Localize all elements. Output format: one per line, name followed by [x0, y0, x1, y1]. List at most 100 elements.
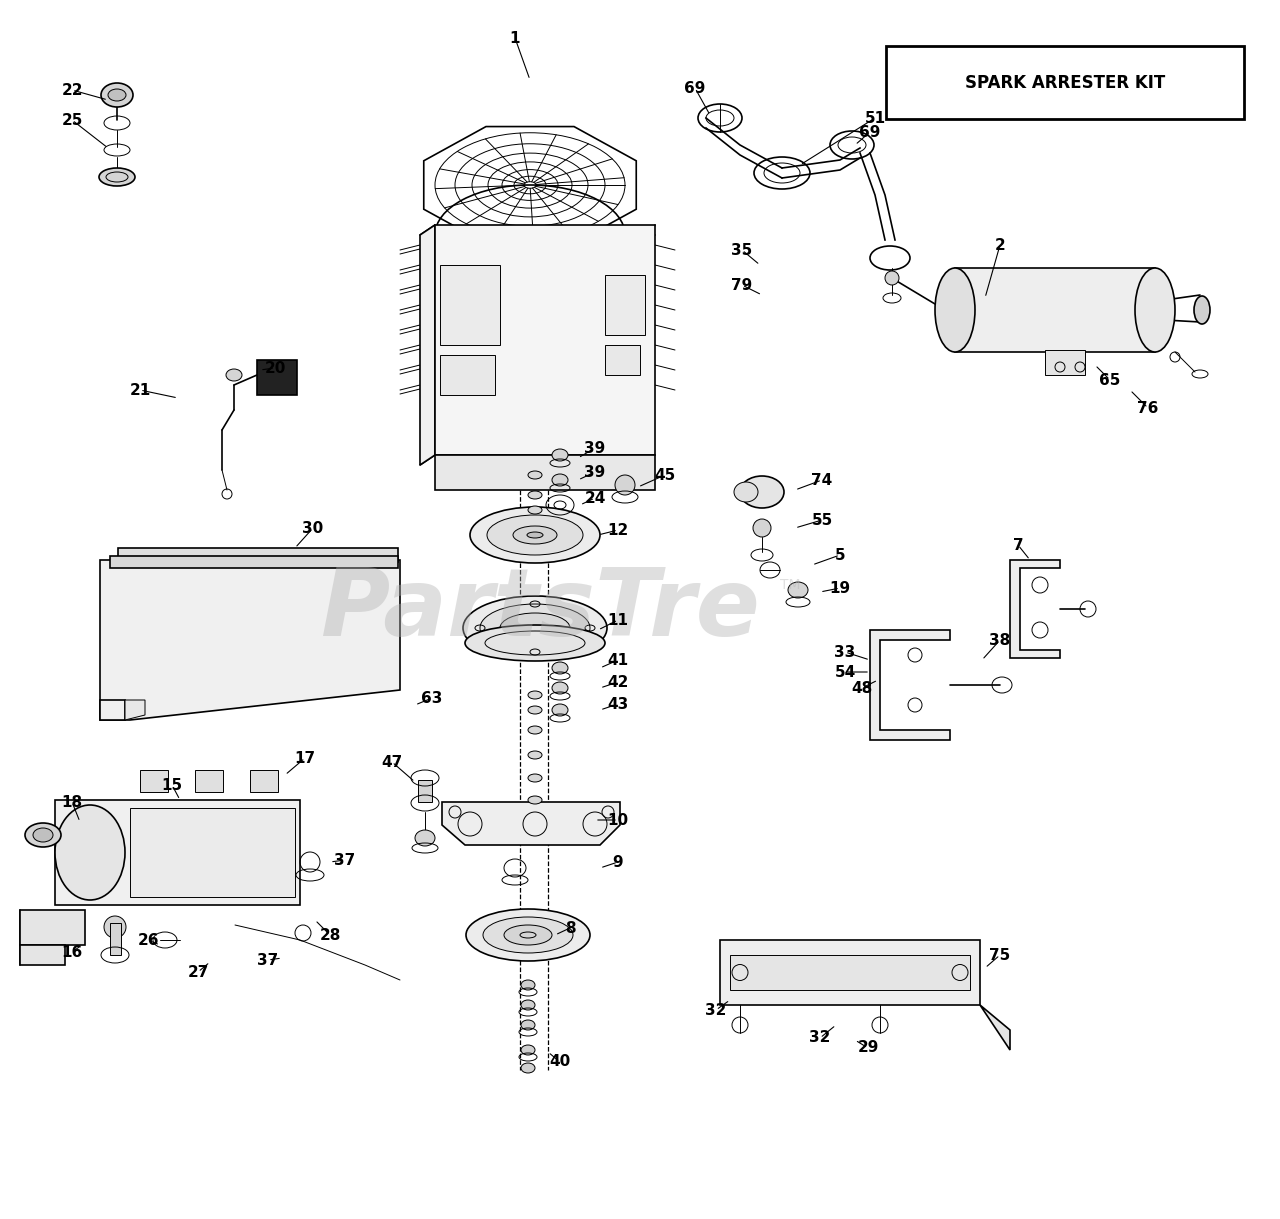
Ellipse shape: [884, 271, 899, 285]
Ellipse shape: [465, 625, 605, 661]
Ellipse shape: [521, 980, 535, 990]
Polygon shape: [721, 940, 980, 1004]
Polygon shape: [435, 226, 655, 455]
Text: 9: 9: [613, 855, 623, 869]
Text: 18: 18: [61, 795, 83, 809]
Polygon shape: [20, 945, 65, 965]
Ellipse shape: [415, 830, 435, 846]
Ellipse shape: [529, 751, 541, 759]
Bar: [605, 275, 645, 335]
Ellipse shape: [55, 805, 125, 900]
Bar: [435, 455, 655, 490]
Bar: [730, 954, 970, 990]
Text: 79: 79: [731, 278, 753, 293]
Polygon shape: [55, 800, 300, 904]
Ellipse shape: [470, 507, 600, 563]
Polygon shape: [125, 700, 145, 720]
Bar: [440, 355, 495, 395]
Text: 24: 24: [584, 490, 605, 506]
Ellipse shape: [227, 369, 242, 382]
Polygon shape: [442, 802, 620, 845]
Text: 76: 76: [1138, 401, 1158, 416]
Ellipse shape: [101, 83, 133, 107]
Ellipse shape: [1135, 268, 1175, 352]
Text: 55: 55: [812, 512, 832, 528]
Text: 8: 8: [564, 920, 575, 935]
Text: 16: 16: [61, 945, 83, 959]
Polygon shape: [870, 630, 950, 740]
Ellipse shape: [466, 909, 590, 961]
Text: 32: 32: [809, 1030, 831, 1046]
Ellipse shape: [480, 603, 590, 652]
Text: 65: 65: [1100, 373, 1121, 388]
Text: 28: 28: [319, 928, 340, 942]
Text: 12: 12: [608, 523, 628, 538]
Text: 35: 35: [731, 243, 753, 257]
Text: 69: 69: [685, 80, 705, 95]
Ellipse shape: [753, 519, 771, 538]
Ellipse shape: [108, 89, 125, 101]
Text: 32: 32: [705, 1002, 727, 1018]
Ellipse shape: [552, 474, 568, 486]
Bar: [250, 770, 278, 792]
Text: 11: 11: [608, 612, 628, 628]
Text: 10: 10: [608, 813, 628, 828]
Text: 22: 22: [61, 83, 83, 98]
Text: 27: 27: [187, 964, 209, 980]
Ellipse shape: [26, 823, 61, 847]
Text: 7: 7: [1012, 538, 1023, 552]
Polygon shape: [20, 911, 84, 945]
Bar: [605, 345, 640, 375]
Text: 33: 33: [835, 645, 855, 659]
Ellipse shape: [529, 491, 541, 499]
Text: 42: 42: [607, 674, 628, 690]
Text: TM: TM: [780, 578, 800, 592]
Ellipse shape: [500, 613, 570, 642]
Text: 39: 39: [585, 464, 605, 479]
Text: 43: 43: [608, 696, 628, 712]
Ellipse shape: [614, 475, 635, 495]
Ellipse shape: [529, 691, 541, 698]
Polygon shape: [110, 556, 398, 568]
Text: 5: 5: [835, 547, 845, 562]
Ellipse shape: [1194, 296, 1210, 324]
Polygon shape: [420, 226, 435, 464]
Ellipse shape: [529, 471, 541, 479]
Ellipse shape: [463, 596, 607, 659]
Polygon shape: [100, 700, 125, 720]
Bar: [110, 923, 122, 954]
Bar: [419, 780, 433, 802]
Text: 2: 2: [995, 238, 1005, 252]
Ellipse shape: [552, 449, 568, 461]
Text: 48: 48: [851, 680, 873, 696]
Text: 37: 37: [257, 952, 279, 968]
Text: 25: 25: [61, 112, 83, 128]
Bar: [131, 808, 294, 897]
Ellipse shape: [521, 1063, 535, 1073]
Bar: [195, 770, 223, 792]
Ellipse shape: [529, 706, 541, 714]
Text: 1: 1: [509, 30, 520, 45]
Ellipse shape: [513, 527, 557, 544]
Text: 19: 19: [829, 580, 851, 596]
Text: 40: 40: [549, 1054, 571, 1069]
Bar: [1044, 350, 1085, 375]
Text: SPARK ARRESTER KIT: SPARK ARRESTER KIT: [965, 74, 1165, 91]
Ellipse shape: [552, 662, 568, 674]
Ellipse shape: [529, 727, 541, 734]
Text: 41: 41: [608, 652, 628, 668]
Text: 51: 51: [864, 111, 886, 126]
Text: 37: 37: [334, 852, 356, 868]
Ellipse shape: [740, 475, 785, 508]
Text: 54: 54: [835, 664, 855, 679]
Text: 17: 17: [294, 751, 316, 766]
Text: 69: 69: [859, 124, 881, 139]
Polygon shape: [257, 360, 297, 395]
Ellipse shape: [934, 268, 975, 352]
Ellipse shape: [529, 796, 541, 805]
Ellipse shape: [529, 774, 541, 783]
Polygon shape: [100, 560, 401, 720]
Text: 15: 15: [161, 778, 183, 792]
Text: 63: 63: [421, 690, 443, 706]
Ellipse shape: [521, 1045, 535, 1054]
